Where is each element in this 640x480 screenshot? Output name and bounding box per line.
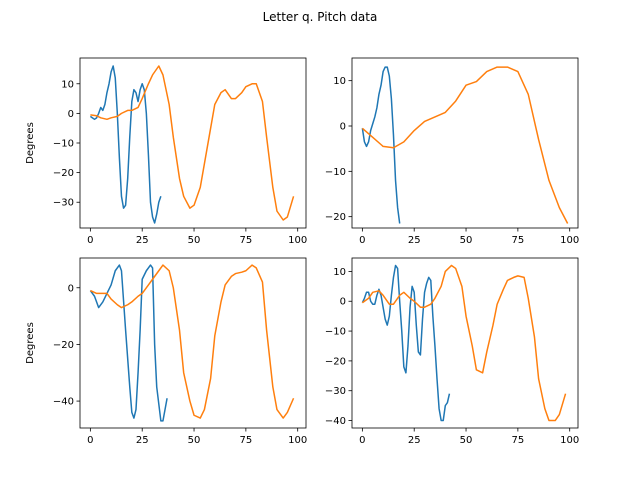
y-tick-label: −10 <box>53 139 74 150</box>
axes-frame <box>351 257 579 429</box>
x-tick-label: 75 <box>240 235 253 246</box>
y-axis-label: Degrees <box>25 122 36 164</box>
x-tick-label: 100 <box>288 235 307 246</box>
y-tick-label: 0 <box>68 283 74 294</box>
x-tick-label: 0 <box>87 235 93 246</box>
y-tick-label: 10 <box>61 79 74 90</box>
chart-suptitle: Letter q. Pitch data <box>263 10 378 24</box>
y-tick-label: −10 <box>325 167 346 178</box>
x-tick-label: 50 <box>460 235 473 246</box>
x-tick-label: 25 <box>136 235 149 246</box>
series-line-2-2 <box>361 66 569 224</box>
x-tick-label: 0 <box>359 435 365 446</box>
y-tick-label: −30 <box>53 198 74 209</box>
series-line-4-2 <box>361 264 567 422</box>
series-line-1-1 <box>89 65 162 224</box>
x-tick-label: 50 <box>188 435 201 446</box>
series-line-2-1 <box>361 66 401 224</box>
x-tick-label: 75 <box>240 435 253 446</box>
series-line-4-1 <box>361 264 451 422</box>
axes-frame <box>79 257 307 429</box>
subplot-3: 0 25 50 75 100 −40 −20 0 Degrees <box>25 257 307 446</box>
series-line-3-1 <box>89 264 168 422</box>
x-tick-label: 25 <box>408 235 421 246</box>
subplot-4: 0 25 50 75 100 −40 −30 −20 −10 0 10 <box>325 257 579 446</box>
y-tick-label: −20 <box>53 340 74 351</box>
y-tick-label: −20 <box>325 356 346 367</box>
x-tick-label: 75 <box>512 235 525 246</box>
x-tick-label: 25 <box>136 435 149 446</box>
x-tick-label: 0 <box>359 235 365 246</box>
y-tick-label: −30 <box>325 386 346 397</box>
subplot-1: 0 25 50 75 100 −30 −20 −10 0 10 Degrees <box>25 57 307 246</box>
subplot-2: 0 25 50 75 100 −20 −10 0 10 <box>325 57 579 246</box>
y-axis-label: Degrees <box>25 322 36 364</box>
x-tick-label: 75 <box>512 435 525 446</box>
y-tick-label: −40 <box>53 397 74 408</box>
x-tick-label: 25 <box>408 435 421 446</box>
x-tick-label: 100 <box>560 235 579 246</box>
x-tick-label: 0 <box>87 435 93 446</box>
y-tick-label: −10 <box>325 327 346 338</box>
y-tick-label: −40 <box>325 416 346 427</box>
axes-frame <box>79 57 307 229</box>
x-tick-label: 100 <box>560 435 579 446</box>
series-line-3-2 <box>90 264 295 419</box>
y-tick-label: 0 <box>340 297 346 308</box>
x-tick-label: 50 <box>188 235 201 246</box>
axes-frame <box>351 57 579 229</box>
y-tick-label: 10 <box>333 267 346 278</box>
x-tick-label: 50 <box>460 435 473 446</box>
y-tick-label: −20 <box>325 212 346 223</box>
y-tick-label: −20 <box>53 168 74 179</box>
x-tick-label: 100 <box>288 435 307 446</box>
y-tick-label: 0 <box>68 109 74 120</box>
series-line-1-2 <box>90 65 295 221</box>
y-tick-label: 10 <box>333 76 346 87</box>
y-tick-label: 0 <box>340 122 346 133</box>
